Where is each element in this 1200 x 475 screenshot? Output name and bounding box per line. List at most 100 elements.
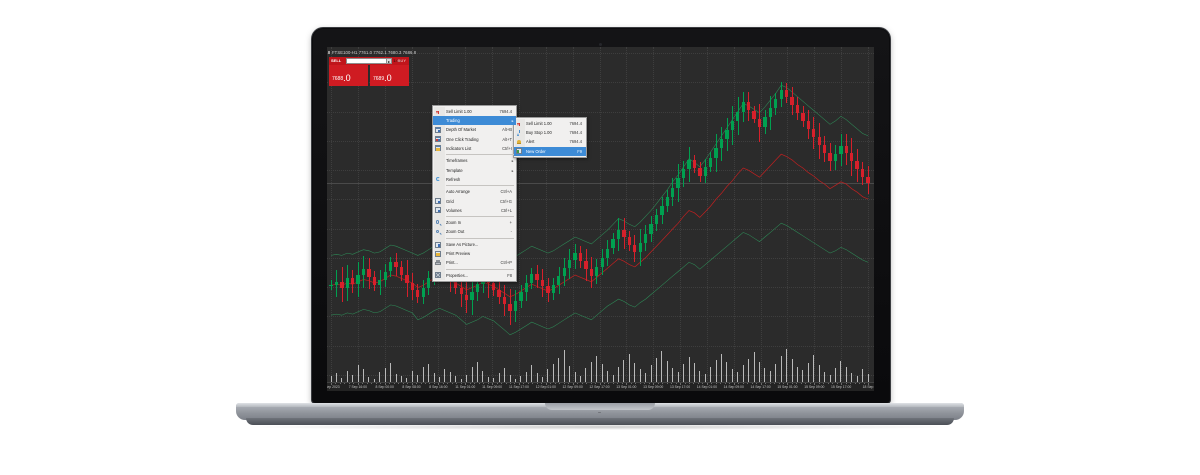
submenu-gutter <box>515 119 525 156</box>
menu-item-indicators-list[interactable]: Indicators List Ctrl+I <box>433 144 516 153</box>
time-axis-minor-tick <box>424 383 426 385</box>
menu-item-auto-arrange[interactable]: Auto Arrange Ctrl+A <box>433 187 516 196</box>
submenu-item-buy-stop-1-00[interactable]: Buy Stop 1.00 7694.4 <box>514 128 586 137</box>
candle-body <box>372 277 377 286</box>
menu-item-zoom-out[interactable]: Zoom Out - <box>433 227 516 236</box>
gridline-vertical <box>357 47 359 383</box>
volume-bar <box>742 364 744 383</box>
oct-buy-price-int: 7689 <box>373 76 385 82</box>
menu-item-volumes[interactable]: Volumes Ctrl+L <box>433 206 516 215</box>
candle-body <box>351 278 355 285</box>
one-click-trading-panel[interactable]: SELL ◄ 1.00 ► BUY 7688.0 7689.0 <box>329 57 409 86</box>
menu-item-save-as-picture[interactable]: Save As Picture... <box>433 240 516 249</box>
time-axis-minor-tick <box>841 383 843 385</box>
candle-body <box>475 284 480 293</box>
gridline-vertical <box>599 47 601 383</box>
volume-bar <box>466 374 468 383</box>
volume-bar <box>715 360 717 383</box>
menu-item-template[interactable]: Template ▸ <box>433 166 516 175</box>
candle-body <box>747 102 751 111</box>
time-axis-minor-tick <box>474 383 476 385</box>
time-axis-minor-tick <box>800 383 802 385</box>
time-axis-minor-tick <box>572 383 574 385</box>
candle-body <box>660 205 664 216</box>
chart-symbol-label: FTSE100-H1 7761.0 7762.1 7680.3 7686.8 <box>332 50 417 55</box>
submenu-item-sell-limit-1-00[interactable]: Sell Limit 1.00 7694.4 <box>514 119 586 128</box>
menu-item-timeframes[interactable]: Timeframes ▸ <box>433 156 516 165</box>
gridline-vertical <box>653 47 655 383</box>
candle-body <box>573 253 577 260</box>
volume-bar <box>721 354 723 383</box>
volume-bar <box>514 379 516 383</box>
submenu-item-new-order[interactable]: New Order F9 <box>514 146 586 156</box>
menu-item-shortcut: 7694.4 <box>499 109 512 115</box>
oct-volume-increment-button[interactable]: ► <box>386 57 392 65</box>
volume-bar <box>759 361 760 383</box>
candle-body <box>584 261 588 270</box>
volume-bar <box>661 351 663 383</box>
oct-buy-button[interactable]: 7689.0 <box>370 65 409 86</box>
candle-body <box>687 159 691 170</box>
candle-body <box>817 136 821 145</box>
chart-context-menu[interactable]: Sell Limit 1.00 7694.4 Trading ▸ Depth Of Ma… <box>432 105 517 283</box>
new-order-icon <box>516 148 522 155</box>
time-axis-minor-tick <box>693 383 695 385</box>
chart-time-axis: 5 Sep 2023 7 Sep 16:00 8 Sep 00:00 8 Sep 08… <box>327 382 874 391</box>
candle-body <box>725 130 729 140</box>
time-axis-minor-tick <box>818 383 820 385</box>
volume-bar <box>650 365 652 383</box>
chevron-right-icon: ▸ <box>511 119 514 124</box>
candle-body <box>340 281 344 288</box>
volume-bar <box>693 363 695 383</box>
time-axis-minor-tick <box>438 383 440 385</box>
menu-item-label: Trading <box>446 118 460 124</box>
candle-body <box>806 120 810 129</box>
candle-body <box>633 245 637 252</box>
volume-bar <box>368 376 370 383</box>
menu-item-one-click-trading[interactable]: One Click Trading Alt+T <box>433 135 516 144</box>
time-axis-minor-tick <box>554 383 556 385</box>
menu-item-depth-of-market[interactable]: Depth Of Market Alt+B <box>433 125 516 134</box>
time-axis-minor-tick <box>559 383 561 385</box>
time-axis-minor-tick <box>545 383 547 385</box>
menu-item-print[interactable]: Print... Ctrl+P <box>433 258 516 267</box>
menu-item-label: Grid <box>446 198 454 204</box>
candle-body <box>752 110 756 119</box>
time-axis-minor-tick <box>407 383 409 385</box>
time-axis-minor-tick <box>635 383 637 385</box>
gridline-horizontal <box>327 82 874 84</box>
volume-bar <box>699 370 701 383</box>
menu-item-label: Sell Limit 1.00 <box>446 109 472 115</box>
time-axis-minor-tick <box>411 383 413 385</box>
candle-body <box>329 285 333 287</box>
time-axis-minor-tick <box>845 383 847 385</box>
oct-sell-button[interactable]: 7688.0 <box>329 65 368 86</box>
time-axis-minor-tick <box>859 383 861 385</box>
buy-stop-arrow-icon <box>516 130 522 136</box>
candle-body <box>839 146 843 155</box>
menu-item-properties[interactable]: Properties... F8 <box>433 271 516 280</box>
menu-item-grid[interactable]: Grid Ctrl+G <box>433 196 516 205</box>
candle-body <box>470 292 474 301</box>
time-axis-minor-tick <box>366 383 368 385</box>
time-axis-minor-tick <box>442 383 444 385</box>
time-axis-minor-tick <box>617 383 619 385</box>
candle-body <box>622 230 626 237</box>
menu-item-sell-limit-1-00[interactable]: Sell Limit 1.00 7694.4 <box>433 107 516 116</box>
gridline-horizontal <box>327 375 874 376</box>
menu-item-refresh[interactable]: Refresh <box>433 175 516 184</box>
volume-bar <box>525 371 527 383</box>
time-axis-minor-tick <box>335 383 337 385</box>
gridline-vertical <box>868 47 869 383</box>
volume-bar <box>775 363 777 383</box>
menu-item-trading[interactable]: Trading ▸ <box>433 116 516 126</box>
trading-submenu[interactable]: Sell Limit 1.00 7694.4 Buy Stop 1.00 7694.4… <box>513 117 587 158</box>
time-axis-minor-tick <box>863 383 865 385</box>
submenu-item-alert[interactable]: Alert 7694.4 <box>514 137 586 146</box>
menu-item-print-preview[interactable]: Print Preview <box>433 249 516 258</box>
menu-item-zoom-in[interactable]: Zoom In + <box>433 218 516 227</box>
mt5-chart-window[interactable]: FTSE100-H1 7761.0 7762.1 7680.3 7686.8 S… <box>327 47 874 391</box>
time-axis-minor-tick <box>393 383 395 385</box>
candle-body <box>709 157 713 167</box>
candle-body <box>649 224 653 234</box>
